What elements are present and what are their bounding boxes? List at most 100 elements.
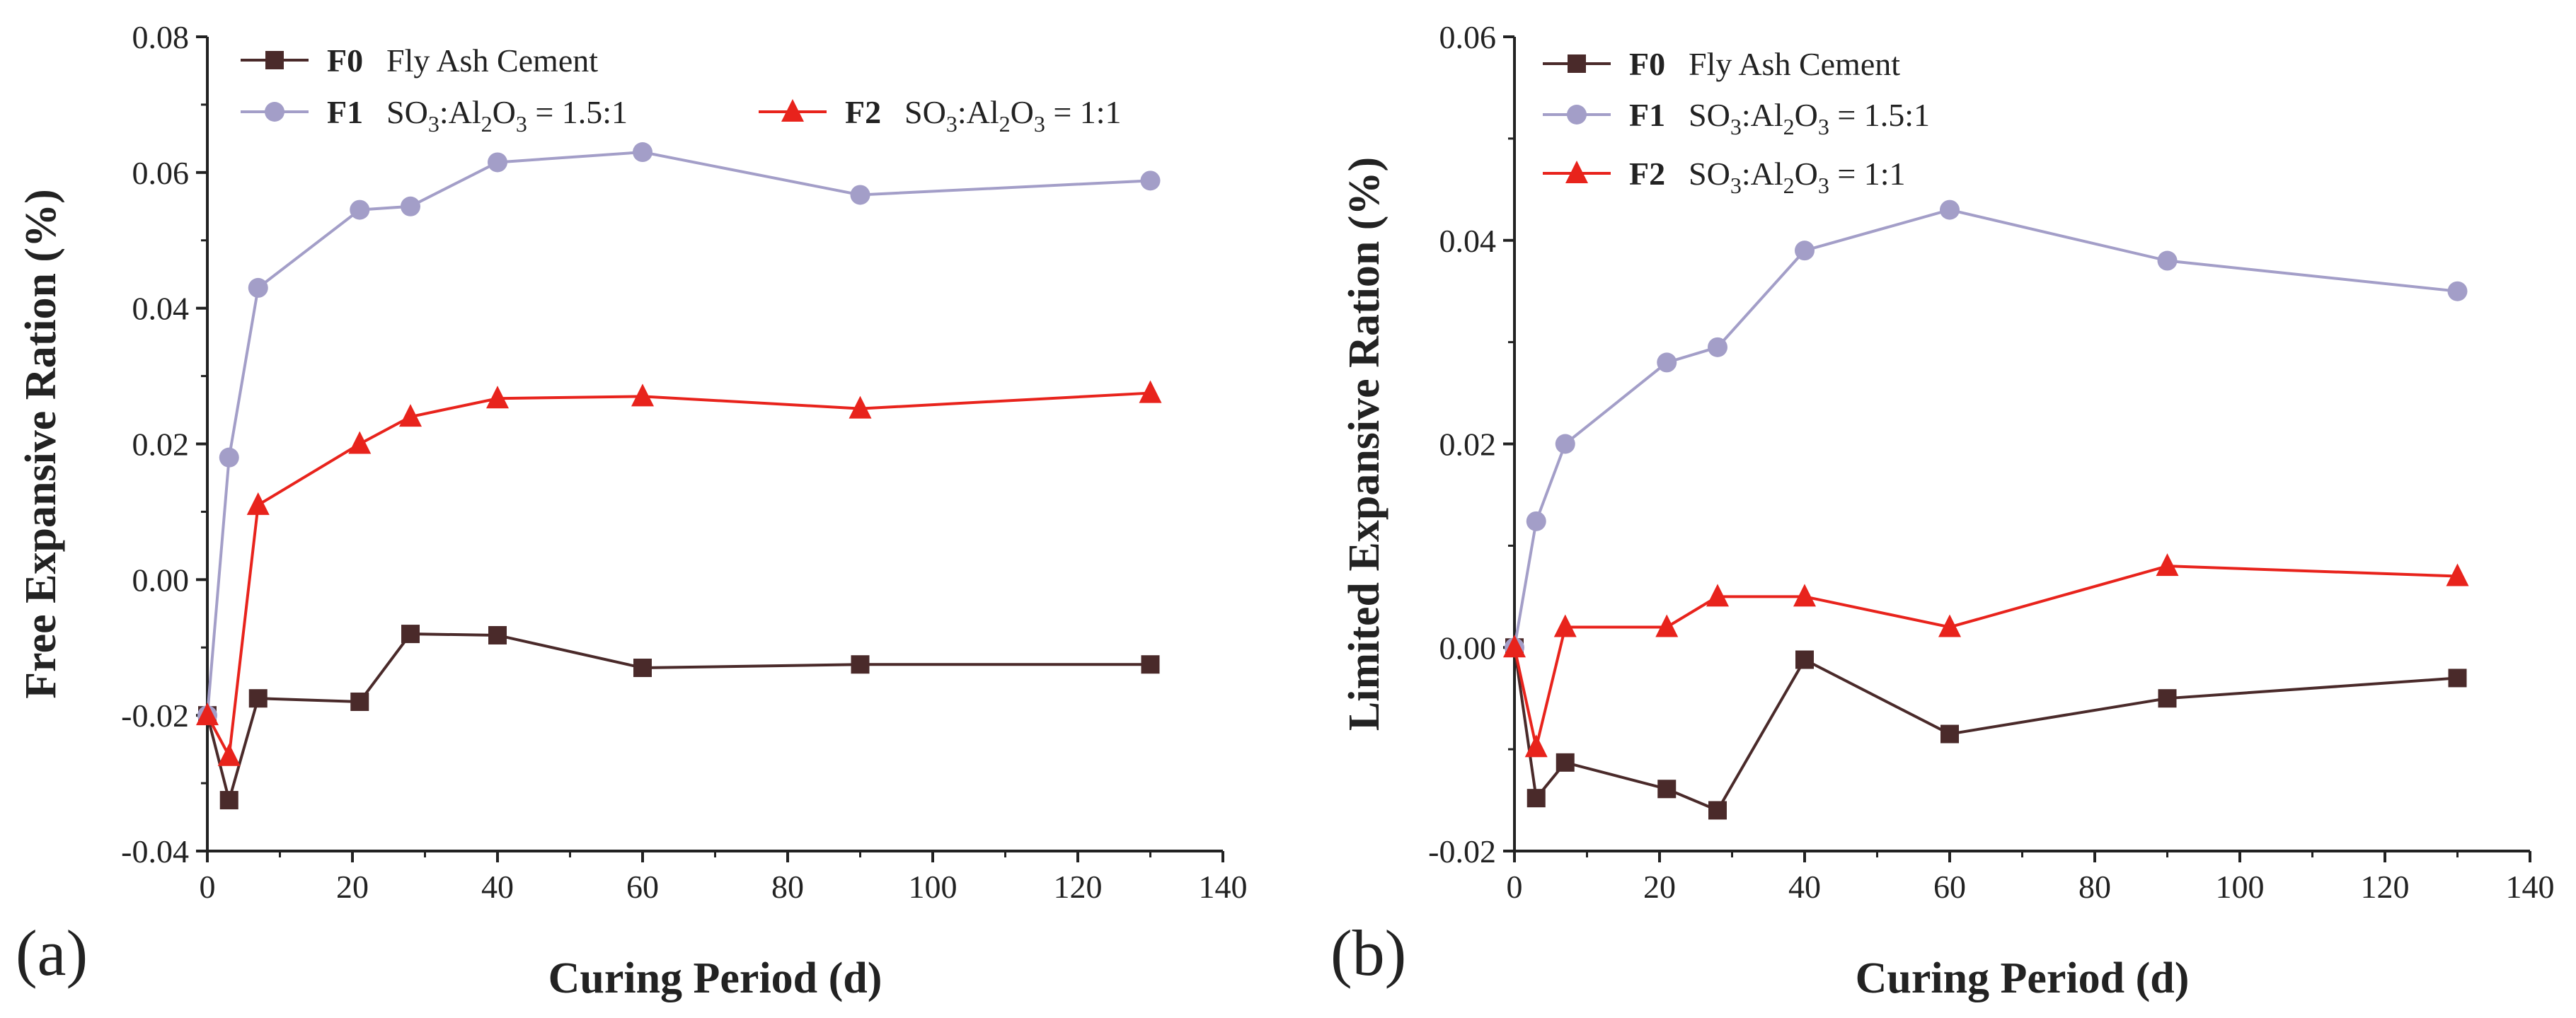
data-point-F1 bbox=[1140, 170, 1161, 191]
data-point-F2 bbox=[196, 702, 219, 726]
data-point-F1 bbox=[401, 196, 420, 216]
data-point-F0 bbox=[488, 625, 507, 644]
legend: F0 Fly Ash Cement F1 SO3:Al2O3 = 1.5:1 F2 SO3… bbox=[1543, 46, 1930, 198]
y-tick-label: 0.06 bbox=[132, 155, 190, 191]
data-point-F2 bbox=[1524, 734, 1548, 758]
data-point-F1 bbox=[1940, 199, 1960, 220]
x-tick-label: 120 bbox=[2361, 869, 2410, 905]
data-point-F2 bbox=[1706, 584, 1729, 607]
data-point-F2 bbox=[1655, 614, 1679, 637]
data-point-F1 bbox=[488, 152, 507, 173]
x-tick-label: 60 bbox=[1933, 869, 1966, 905]
legend-key-F1: F1 bbox=[327, 94, 363, 130]
y-tick-label: -0.02 bbox=[1428, 833, 1496, 869]
x-tick-label: 0 bbox=[1507, 869, 1523, 905]
y-tick-label: -0.02 bbox=[121, 698, 189, 734]
data-point-F0 bbox=[1556, 753, 1575, 772]
x-tick-label: 80 bbox=[771, 869, 804, 905]
legend-label-F1: SO3:Al2O3 = 1.5:1 bbox=[1689, 97, 1930, 139]
series-F1 bbox=[1505, 199, 2468, 658]
y-tick-label: 0.04 bbox=[132, 291, 190, 327]
series-line-F1 bbox=[206, 151, 1151, 716]
data-point-F1 bbox=[2447, 281, 2468, 301]
x-tick-label: 60 bbox=[626, 869, 659, 905]
y-axis-title: Limited Expansive Ration (%) bbox=[1340, 157, 1388, 731]
data-point-F2 bbox=[486, 386, 509, 409]
data-point-F2 bbox=[1503, 635, 1526, 658]
y-tick-label: 0.08 bbox=[132, 19, 190, 55]
data-point-F0 bbox=[633, 659, 652, 678]
legend-marker-F2 bbox=[781, 99, 804, 122]
x-tick-label: 40 bbox=[1788, 869, 1821, 905]
legend-key-F2: F2 bbox=[1629, 156, 1665, 192]
data-point-F2 bbox=[1139, 380, 1162, 403]
series-F0 bbox=[198, 625, 1160, 810]
series-F1 bbox=[197, 142, 1161, 726]
legend-marker-F2 bbox=[1565, 161, 1588, 183]
y-tick-label: 0.00 bbox=[1439, 630, 1497, 666]
chart-panel-2: 0 20 40 60 80 100 120 140 -0.02 0.00 0.02 0.04 0.06 C… bbox=[1330, 19, 2555, 1002]
x-tick-label: 100 bbox=[909, 869, 958, 905]
series-F2 bbox=[1503, 553, 2469, 758]
data-point-F0 bbox=[1708, 801, 1727, 820]
x-tick-label: 20 bbox=[336, 869, 369, 905]
data-point-F2 bbox=[246, 492, 270, 515]
y-tick-label: 0.02 bbox=[132, 427, 190, 463]
legend-marker-F0 bbox=[1568, 54, 1586, 73]
series-line-F1 bbox=[1513, 208, 2458, 648]
data-point-F0 bbox=[1141, 655, 1160, 674]
panel-label: (a) bbox=[16, 917, 88, 989]
series-F0 bbox=[1505, 638, 2467, 820]
y-tick-label: -0.04 bbox=[121, 833, 189, 869]
data-point-F1 bbox=[1708, 337, 1727, 357]
data-point-F0 bbox=[851, 655, 870, 674]
x-tick-label: 120 bbox=[1054, 869, 1103, 905]
data-point-F0 bbox=[2158, 689, 2177, 708]
chart-panel-1: 0 20 40 60 80 100 120 140 -0.04 -0.02 0.00 0.02 0.04… bbox=[16, 19, 1248, 1002]
series-line-F0 bbox=[206, 632, 1151, 806]
legend-marker-F1 bbox=[265, 102, 284, 122]
x-tick-label: 0 bbox=[200, 869, 216, 905]
legend-label-F0: Fly Ash Cement bbox=[386, 42, 598, 79]
x-tick-label: 40 bbox=[481, 869, 514, 905]
x-tick-label: 100 bbox=[2216, 869, 2265, 905]
data-point-F2 bbox=[2156, 553, 2179, 577]
legend-key-F0: F0 bbox=[327, 42, 363, 79]
data-point-F0 bbox=[1657, 780, 1677, 799]
data-point-F0 bbox=[350, 692, 369, 711]
legend-label-F2: SO3:Al2O3 = 1:1 bbox=[1689, 156, 1906, 198]
legend-marker-F1 bbox=[1567, 105, 1587, 125]
y-tick-label: 0.00 bbox=[132, 562, 190, 598]
data-point-F0 bbox=[219, 791, 238, 810]
x-tick-label: 140 bbox=[2506, 869, 2555, 905]
data-point-F1 bbox=[219, 447, 239, 468]
x-axis-title: Curing Period (d) bbox=[1856, 954, 2190, 1002]
data-point-F1 bbox=[1795, 241, 1815, 261]
data-point-F2 bbox=[1938, 614, 1961, 637]
data-point-F2 bbox=[849, 395, 872, 419]
data-point-F1 bbox=[2157, 250, 2178, 271]
data-point-F0 bbox=[401, 625, 420, 644]
series-F2 bbox=[196, 380, 1162, 766]
data-point-F1 bbox=[248, 277, 268, 298]
x-tick-label: 20 bbox=[1643, 869, 1676, 905]
data-point-F0 bbox=[248, 689, 268, 708]
data-point-F1 bbox=[1526, 511, 1546, 531]
data-point-F0 bbox=[1940, 724, 1959, 744]
x-tick-label: 80 bbox=[2078, 869, 2111, 905]
data-point-F0 bbox=[1526, 789, 1546, 808]
legend-key-F0: F0 bbox=[1629, 46, 1665, 82]
y-tick-label: 0.06 bbox=[1439, 19, 1497, 55]
data-point-F0 bbox=[2448, 669, 2467, 688]
series-line-F2 bbox=[1513, 565, 2458, 748]
data-point-F2 bbox=[399, 404, 422, 427]
panel-label: (b) bbox=[1330, 917, 1406, 989]
legend-marker-F0 bbox=[265, 51, 284, 69]
y-tick-label: 0.04 bbox=[1439, 223, 1497, 259]
data-point-F1 bbox=[850, 185, 870, 205]
data-point-F1 bbox=[1555, 434, 1575, 454]
data-point-F2 bbox=[1793, 584, 1816, 607]
y-axis-title: Free Expansive Ration (%) bbox=[17, 189, 65, 698]
data-point-F2 bbox=[217, 743, 241, 766]
